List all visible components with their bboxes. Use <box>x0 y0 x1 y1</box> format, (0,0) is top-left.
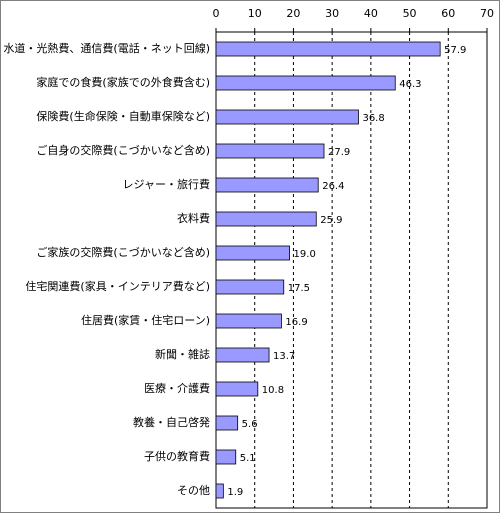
value-label: 57.9 <box>444 45 466 56</box>
category-label: その他 <box>177 484 210 497</box>
value-label: 27.9 <box>328 147 350 158</box>
bar <box>215 41 441 57</box>
category-label: 住居費(家賃・住宅ローン) <box>81 313 210 327</box>
value-label: 17.5 <box>288 283 310 294</box>
x-tick-label: 30 <box>325 7 339 20</box>
value-label: 1.9 <box>227 487 243 498</box>
bar <box>215 449 237 465</box>
bar <box>215 415 239 431</box>
x-tick-label: 70 <box>480 7 494 20</box>
category-label: ご自身の交際費(こづかいなど含め) <box>36 143 210 157</box>
value-label: 16.9 <box>285 317 307 328</box>
x-tick-label: 60 <box>441 7 455 20</box>
category-label: ご家族の交際費(こづかいなど含め) <box>36 245 210 259</box>
category-label: 住宅関連費(家具・インテリア費など) <box>25 279 210 293</box>
category-label: 医療・介護費 <box>144 381 210 395</box>
bar <box>215 211 317 227</box>
category-label: レジャー・旅行費 <box>123 177 210 191</box>
x-tick-label: 50 <box>403 7 417 20</box>
value-label: 46.3 <box>399 79 421 90</box>
plot-area <box>215 31 488 509</box>
value-label: 25.9 <box>320 215 342 226</box>
x-tick-label: 20 <box>286 7 300 20</box>
value-label: 36.8 <box>362 113 384 124</box>
value-label: 26.4 <box>322 181 344 192</box>
value-label: 19.0 <box>294 249 316 260</box>
bar <box>215 279 285 295</box>
category-label: 教養・自己啓発 <box>133 415 210 429</box>
x-tick-label: 10 <box>248 7 262 20</box>
value-label: 13.7 <box>273 351 295 362</box>
category-label: 水道・光熱費、通信費(電話・ネット回線) <box>3 41 210 55</box>
bar <box>215 381 259 397</box>
bar <box>215 313 282 329</box>
x-tick-label: 0 <box>213 7 220 20</box>
bar <box>215 347 270 363</box>
category-label: 家庭での食費(家族での外食費含む) <box>36 75 210 89</box>
value-label: 10.8 <box>262 385 284 396</box>
x-tick-label: 40 <box>364 7 378 20</box>
bar <box>215 143 325 159</box>
bar <box>215 483 224 499</box>
value-label: 5.6 <box>242 419 258 430</box>
bar <box>215 75 396 91</box>
bar <box>215 109 359 125</box>
category-label: 新聞・雑誌 <box>155 347 210 361</box>
value-label: 5.1 <box>240 453 256 464</box>
category-label: 子供の教育費 <box>144 449 210 463</box>
bar <box>215 245 290 261</box>
category-label: 衣料費 <box>177 211 210 225</box>
category-label: 保険費(生命保険・自動車保険など) <box>36 109 210 123</box>
bar <box>215 177 319 193</box>
